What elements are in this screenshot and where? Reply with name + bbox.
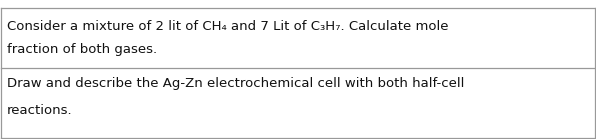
- Text: fraction of both gases.: fraction of both gases.: [7, 44, 157, 56]
- Text: reactions.: reactions.: [7, 104, 73, 116]
- Text: Draw and describe the Ag-Zn electrochemical cell with both half-cell: Draw and describe the Ag-Zn electrochemi…: [7, 78, 464, 90]
- Text: Consider a mixture of 2 lit of CH₄ and 7 Lit of C₃H₇. Calculate mole: Consider a mixture of 2 lit of CH₄ and 7…: [7, 19, 449, 33]
